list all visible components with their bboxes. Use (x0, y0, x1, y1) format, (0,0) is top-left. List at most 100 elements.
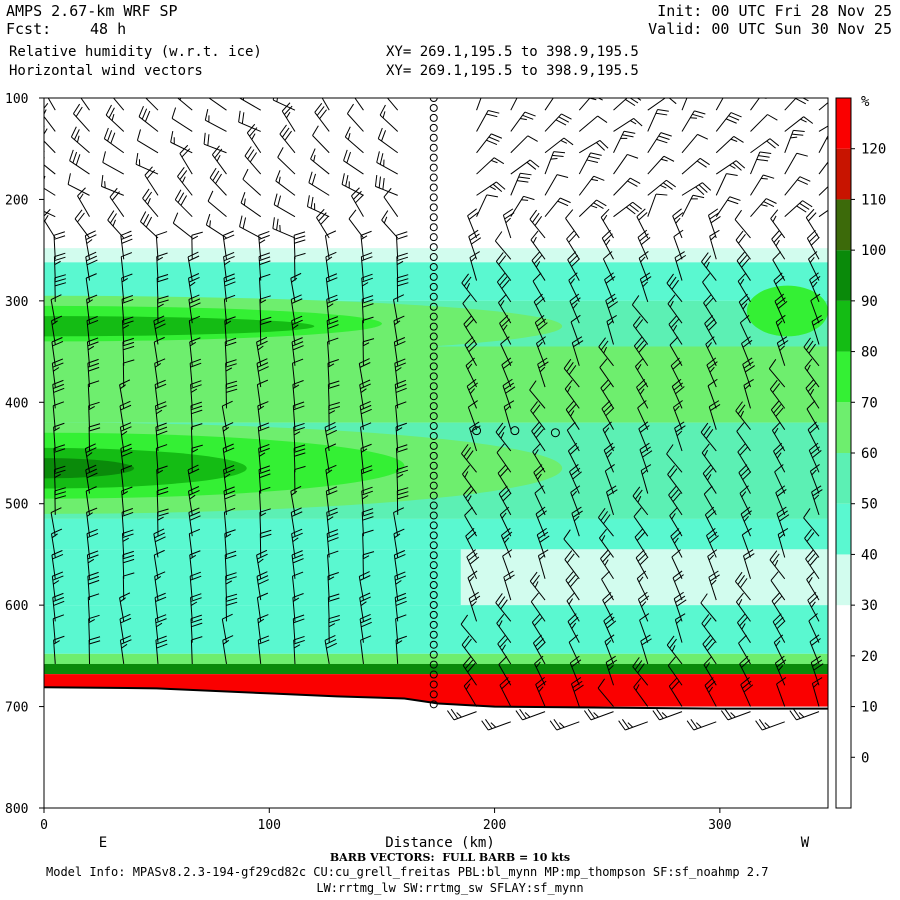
wind-barb-flag (740, 467, 750, 477)
wind-barb-flag (501, 644, 506, 651)
wind-barb-flag (520, 172, 532, 176)
wind-barb-flag (241, 112, 245, 124)
wind-barb (468, 591, 481, 622)
wind-barb-flag (88, 614, 100, 620)
wind-barb-flag (503, 361, 513, 369)
wind-barb-flag (325, 443, 337, 450)
wind-barb-flag (600, 208, 610, 218)
wind-barb-flag (51, 550, 63, 556)
calm-wind-marker (429, 223, 438, 232)
wind-barb-flag (534, 655, 544, 665)
wind-barb (603, 613, 617, 643)
wind-barb-flag (239, 98, 241, 99)
fcst-label: Fcst: (6, 20, 52, 38)
wind-barb (121, 316, 134, 345)
wind-barb-flag (742, 339, 753, 348)
wind-barb-flag (741, 659, 751, 668)
wind-barb-shaft (567, 621, 580, 643)
wind-barb (618, 719, 648, 731)
wind-barb-flag (256, 336, 268, 343)
wind-barb-flag (530, 230, 539, 241)
wind-barb-flag (676, 599, 687, 607)
wind-barb-flag (706, 357, 717, 366)
wind-barb-shaft (462, 303, 477, 324)
wind-barb (809, 464, 820, 494)
rh-layer (44, 549, 461, 606)
wind-barb (530, 401, 546, 430)
wind-barb-flag (242, 217, 247, 229)
wind-barb (346, 103, 364, 132)
wind-barb-flag (776, 620, 786, 630)
wind-barb-shaft (189, 341, 193, 366)
wind-barb-flag (381, 130, 387, 142)
wind-barb-flag (642, 281, 648, 288)
wind-barb-flag (641, 276, 652, 284)
wind-barb-flag (692, 113, 704, 118)
wind-barb-flag (807, 421, 817, 430)
wind-barb (704, 677, 717, 707)
wind-barb-flag (326, 277, 338, 283)
wind-barb-flag (181, 176, 186, 183)
wind-barb-flag (676, 618, 682, 624)
wind-barb-flag (190, 575, 202, 581)
wind-barb-flag (640, 464, 652, 471)
wind-barb-flag (744, 553, 755, 561)
wind-barb (632, 657, 649, 686)
wind-barb-flag (807, 553, 816, 563)
wind-barb-shaft (804, 367, 820, 388)
wind-barb (69, 149, 90, 175)
wind-barb-flag (397, 487, 409, 492)
wind-barb (105, 104, 125, 132)
wind-barb (257, 614, 269, 643)
wind-barb (51, 358, 64, 388)
wind-barb-flag (498, 294, 507, 303)
wind-barb (700, 422, 717, 452)
wind-barb-flag (362, 512, 374, 517)
wind-barb (467, 570, 478, 601)
wind-barb-flag (76, 82, 83, 91)
wind-barb-flag (326, 316, 338, 322)
wind-barb-flag (568, 442, 578, 452)
wind-barb (86, 507, 98, 537)
wind-barb (293, 422, 305, 451)
wind-barb (605, 293, 619, 324)
wind-barb-flag (86, 299, 93, 304)
wind-barb-shaft (258, 490, 262, 515)
wind-barb-flag (499, 315, 509, 324)
wind-barb-flag (224, 294, 236, 300)
wind-barb-flag (765, 91, 776, 95)
wind-barb-flag (70, 126, 77, 138)
wind-barb-flag (734, 209, 742, 220)
wind-barb (784, 98, 812, 111)
wind-barb-flag (708, 208, 719, 216)
rh-layer (44, 605, 828, 654)
wind-barb-flag (764, 722, 771, 728)
wind-barb-flag (573, 684, 584, 692)
wind-barb-shaft (633, 516, 649, 537)
wind-barb-shaft (189, 554, 193, 579)
wind-barb-flag (395, 367, 402, 372)
wind-barb (774, 655, 787, 686)
wind-barb-flag (87, 345, 95, 351)
wind-barb-flag (777, 320, 783, 327)
wind-barb-flag (739, 617, 748, 627)
wind-barb-flag (598, 337, 606, 348)
wind-barb (544, 174, 569, 196)
wind-barb (637, 400, 649, 430)
wind-barb (715, 98, 724, 111)
wind-barb-flag (703, 294, 712, 304)
wind-barb-shaft (668, 494, 683, 516)
wind-barb-flag (564, 550, 573, 560)
wind-barb (604, 634, 615, 665)
wind-barb-flag (600, 549, 609, 559)
wind-barb-flag (281, 102, 291, 112)
wind-barb-shaft (809, 641, 820, 665)
wind-barb-flag (776, 659, 787, 668)
wind-barb-flag (565, 571, 574, 581)
wind-barb-flag (806, 400, 816, 410)
wind-barb (119, 422, 132, 452)
wind-barb-shaft (500, 343, 512, 366)
wind-barb-shaft (171, 117, 193, 132)
wind-barb-flag (598, 507, 606, 518)
calm-wind-marker (429, 253, 438, 262)
